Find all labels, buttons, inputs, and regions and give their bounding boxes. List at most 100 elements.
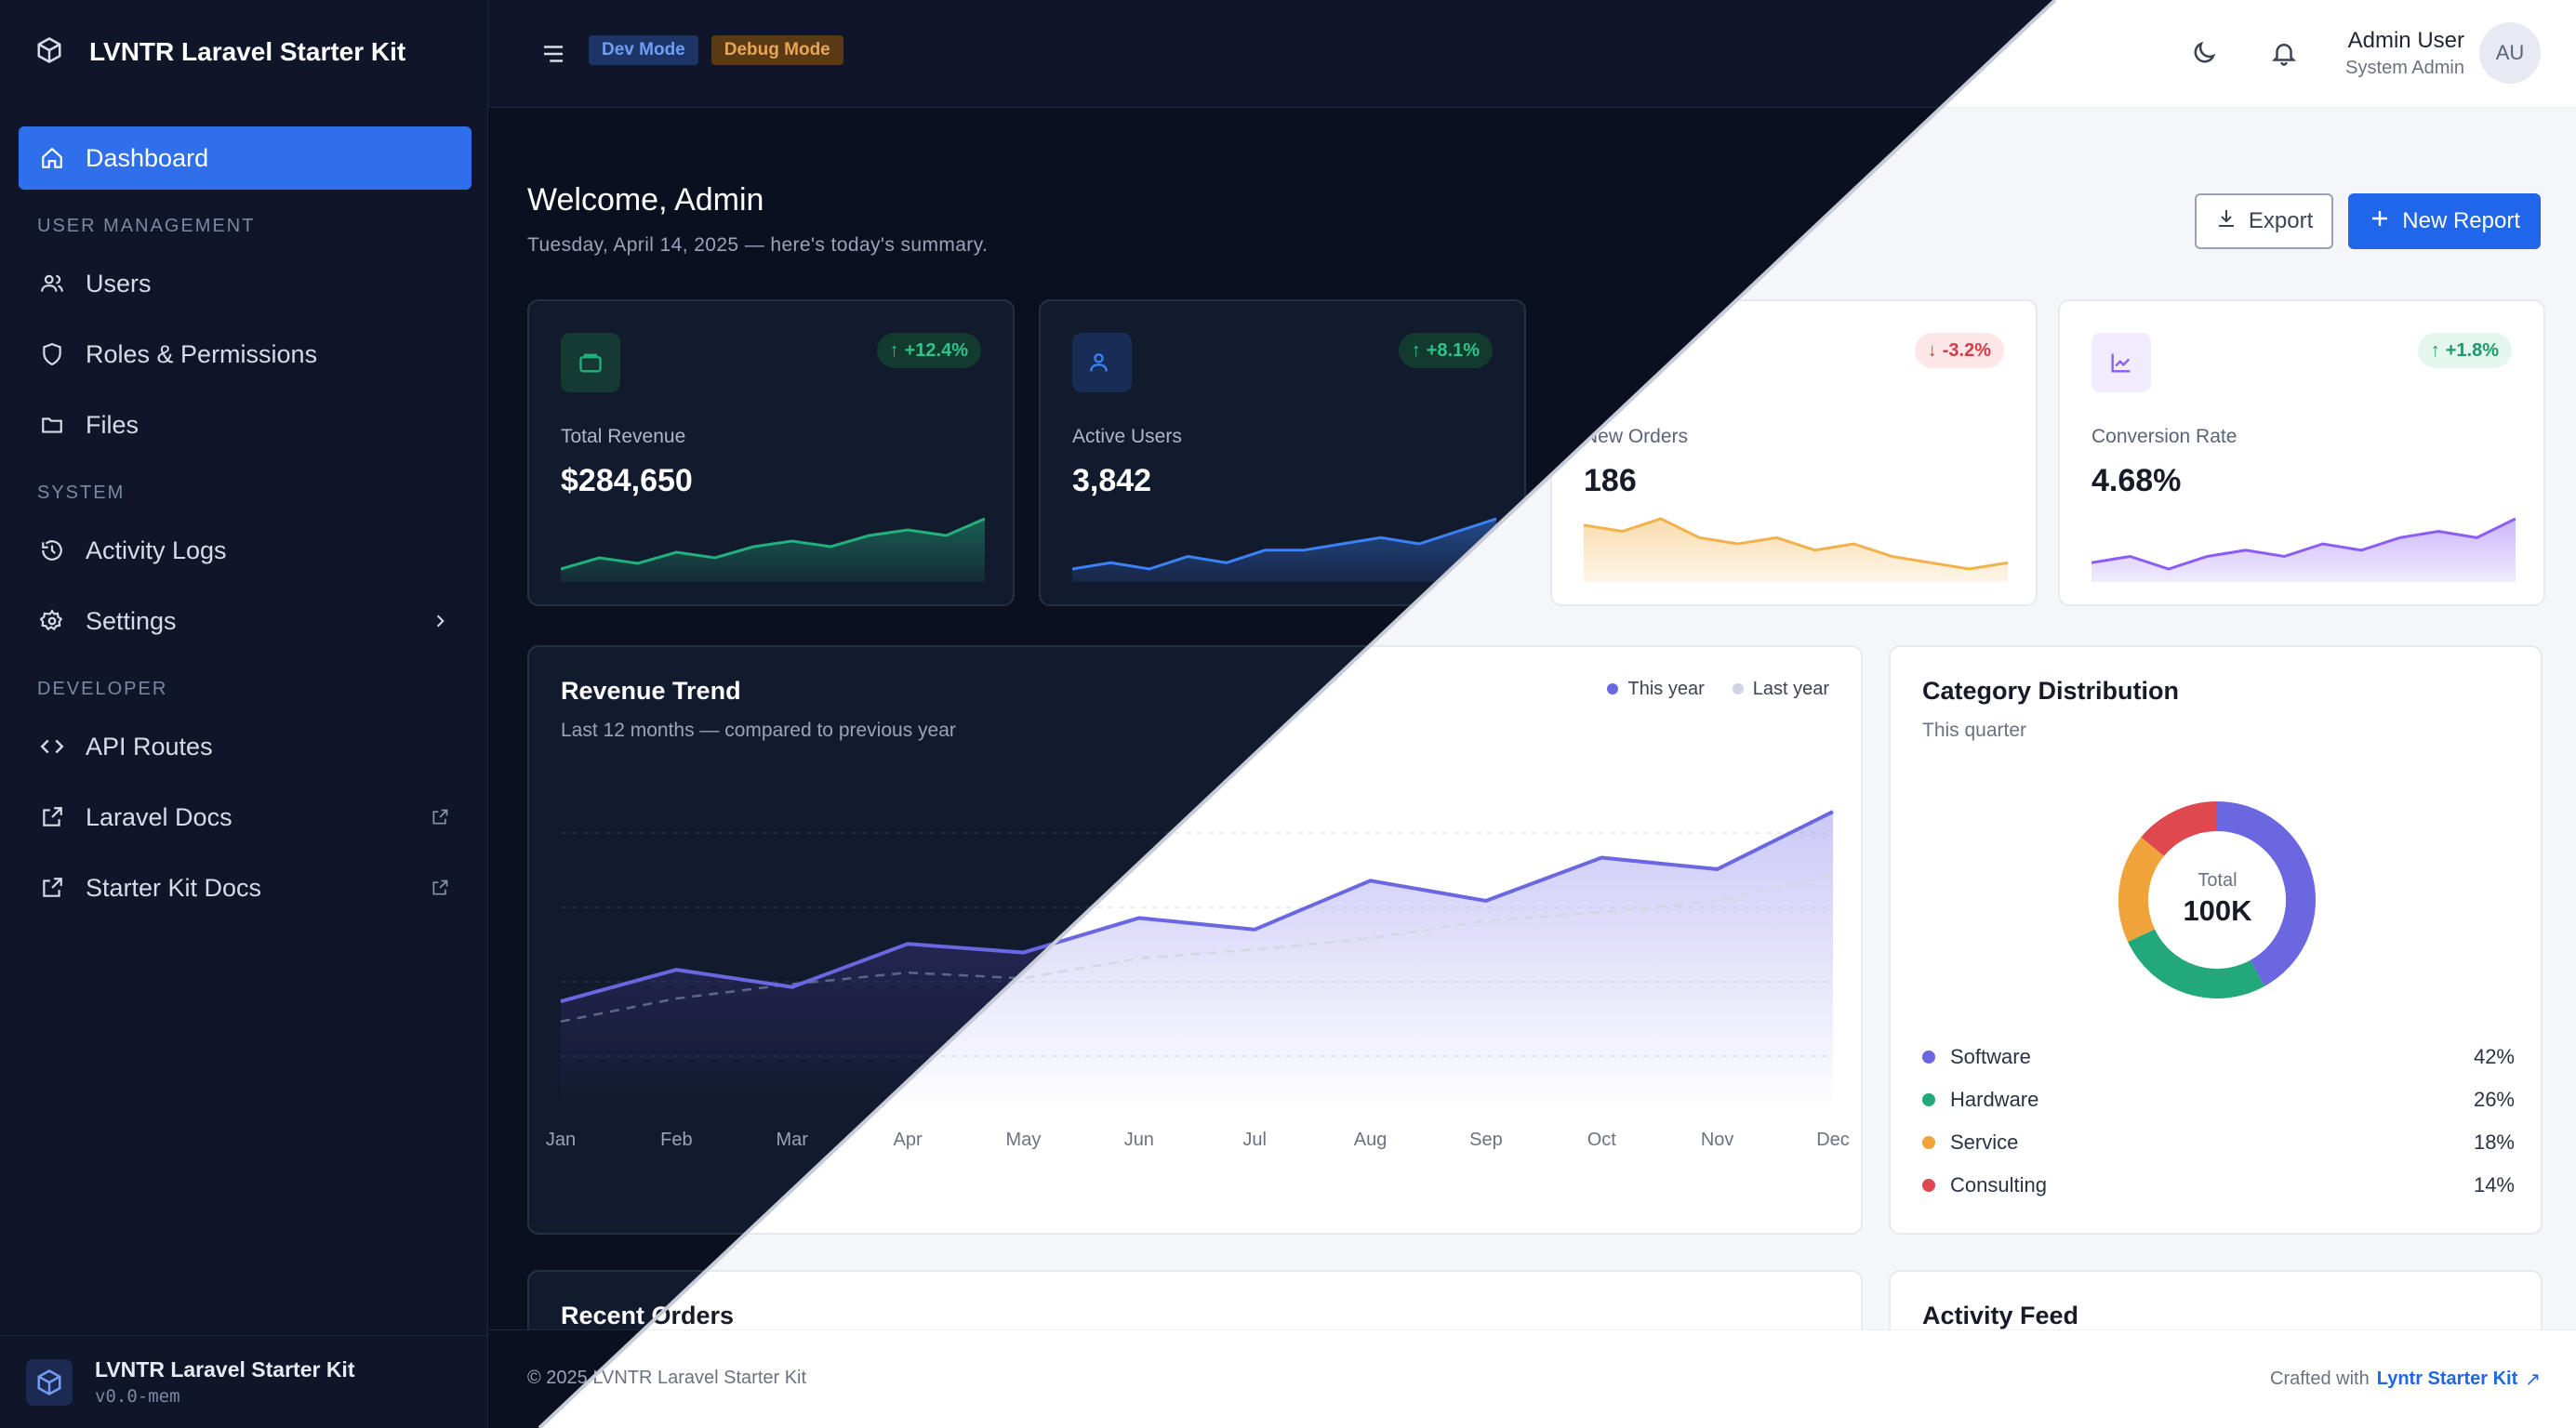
sparkline-line	[2091, 517, 2516, 571]
sidebar-item-starter-kit-docs[interactable]: Starter Kit Docs	[19, 856, 471, 919]
sparkline-area	[1584, 519, 2008, 582]
sidebar-item-settings[interactable]: Settings	[19, 589, 471, 653]
sidebar: LVNTR Laravel Starter Kit Dashboard USER…	[0, 0, 488, 1428]
stat-card-users: ↑ +8.1% Active Users 3,842	[1039, 299, 1526, 606]
x-tick-label: Sep	[1469, 1130, 1503, 1150]
sidebar-item-label: Laravel Docs	[86, 802, 232, 831]
x-tick-label: Apr	[894, 1130, 923, 1150]
legend-item: Software 42%	[1922, 1041, 2515, 1073]
arrow-down-icon: ↓	[1927, 339, 1937, 361]
chart-up-icon	[2091, 333, 2151, 392]
sidebar-item-api-routes[interactable]: API Routes	[19, 715, 471, 778]
arrow-up-icon: ↑	[1411, 339, 1421, 361]
stat-label: Active Users	[1072, 426, 1182, 447]
sidebar-item-label: Activity Logs	[86, 536, 227, 564]
x-tick-label: May	[1006, 1130, 1042, 1150]
avatar: AU	[2479, 22, 2541, 84]
users-icon	[1072, 333, 1132, 392]
bell-icon[interactable]	[2265, 34, 2303, 72]
stat-card-revenue: ↑ +12.4% Total Revenue $284,650	[527, 299, 1015, 606]
sidebar-footer: LVNTR Laravel Starter Kit v0.0-mem	[0, 1335, 488, 1428]
footer-credit: Crafted with Lyntr Starter Kit ↗	[2270, 1368, 2541, 1390]
category-donut-chart	[2118, 801, 2316, 998]
external-link-icon	[427, 804, 453, 830]
sidebar-nav: Dashboard USER MANAGEMENT Users Roles & …	[19, 126, 471, 927]
export-button[interactable]: Export	[2194, 193, 2334, 249]
page-title: Welcome, Admin	[527, 182, 764, 218]
topbar-actions: Admin User System Admin AU	[2185, 20, 2541, 86]
folder-icon	[37, 410, 67, 440]
sidebar-item-dashboard[interactable]: Dashboard	[19, 126, 471, 190]
stat-value: $284,650	[561, 463, 693, 498]
footer-link[interactable]: Lyntr Starter Kit	[2376, 1368, 2518, 1389]
donut-total-value: 100K	[2183, 894, 2252, 927]
brand[interactable]: LVNTR Laravel Starter Kit	[35, 26, 405, 78]
arrow-up-icon: ↑	[889, 339, 899, 361]
stat-change-badge: ↑ +12.4%	[876, 333, 981, 368]
section-developer: DEVELOPER	[37, 679, 168, 699]
stat-card-conversion: ↑ +1.8% Conversion Rate 4.68%	[2058, 299, 2545, 606]
download-icon	[2215, 207, 2237, 236]
panel-title: Activity Feed	[1922, 1302, 2079, 1329]
shield-icon	[37, 339, 67, 369]
legend-item: Consulting 14%	[1922, 1170, 2515, 1201]
x-tick-label: Dec	[1816, 1130, 1850, 1150]
user-name: Admin User	[2347, 27, 2464, 53]
legend-item: Hardware 26%	[1922, 1084, 2515, 1116]
x-tick-label: Oct	[1587, 1130, 1617, 1150]
x-tick-label: Nov	[1701, 1130, 1734, 1150]
x-tick-label: Aug	[1354, 1130, 1388, 1150]
stat-change-badge: ↑ +8.1%	[1398, 333, 1493, 368]
orders-sparkline	[1584, 517, 2008, 582]
menu-toggle-icon[interactable]	[533, 33, 574, 74]
category-distribution-panel: Category Distribution This quarter Total…	[1889, 645, 2543, 1235]
code-icon	[37, 732, 67, 761]
users-sparkline	[1072, 517, 1496, 582]
stat-value: 4.68%	[2091, 463, 2182, 498]
sidebar-item-label: Dashboard	[86, 143, 209, 172]
legend-item: Service 18%	[1922, 1127, 2515, 1158]
dev-mode-badge: Dev Mode	[589, 35, 698, 65]
plus-icon	[2369, 207, 2391, 236]
sidebar-item-label: Settings	[86, 606, 177, 635]
brand-name: LVNTR Laravel Starter Kit	[89, 37, 406, 66]
arrow-up-icon: ↑	[2430, 339, 2440, 361]
x-tick-label: Jun	[1124, 1130, 1154, 1150]
mode-badges: Dev Mode Debug Mode	[589, 35, 843, 65]
stat-change-badge: ↑ +1.8%	[2417, 333, 2512, 368]
external-link-icon	[37, 873, 67, 903]
chevron-right-icon	[427, 608, 453, 634]
history-icon	[37, 536, 67, 565]
donut-slice-service	[2118, 837, 2165, 943]
app-version: v0.0-mem	[95, 1386, 180, 1407]
app-name: LVNTR Laravel Starter Kit	[95, 1357, 355, 1382]
sidebar-item-users[interactable]: Users	[19, 252, 471, 315]
header-actions: Export New Report	[2194, 193, 2541, 249]
cube-logo-icon	[26, 1358, 73, 1406]
stat-label: Conversion Rate	[2091, 426, 2237, 447]
sidebar-item-label: Roles & Permissions	[86, 339, 318, 368]
debug-mode-badge: Debug Mode	[710, 35, 843, 65]
sidebar-item-label: Starter Kit Docs	[86, 873, 262, 902]
sparkline-area	[561, 519, 985, 582]
conversion-sparkline	[2091, 517, 2516, 582]
wallet-icon	[561, 333, 620, 392]
users-icon	[37, 269, 67, 298]
new-report-button[interactable]: New Report	[2348, 193, 2541, 249]
donut-slice-consulting	[2141, 801, 2218, 857]
user-menu[interactable]: Admin User System Admin AU	[2345, 22, 2541, 84]
section-system: SYSTEM	[37, 483, 126, 503]
gear-icon	[37, 606, 67, 636]
revenue-sparkline	[561, 517, 985, 582]
sidebar-item-activity-logs[interactable]: Activity Logs	[19, 519, 471, 582]
moon-icon[interactable]	[2185, 34, 2223, 72]
page-subtitle: Tuesday, April 14, 2025 — here's today's…	[527, 234, 989, 256]
stat-change-badge: ↓ -3.2%	[1914, 333, 2004, 368]
sidebar-item-label: Users	[86, 269, 152, 298]
sidebar-item-files[interactable]: Files	[19, 393, 471, 456]
sidebar-item-laravel-docs[interactable]: Laravel Docs	[19, 786, 471, 849]
x-tick-label: Feb	[660, 1130, 692, 1150]
sidebar-item-roles[interactable]: Roles & Permissions	[19, 323, 471, 386]
stat-label: Total Revenue	[561, 426, 686, 447]
user-role: System Admin	[2345, 57, 2464, 78]
